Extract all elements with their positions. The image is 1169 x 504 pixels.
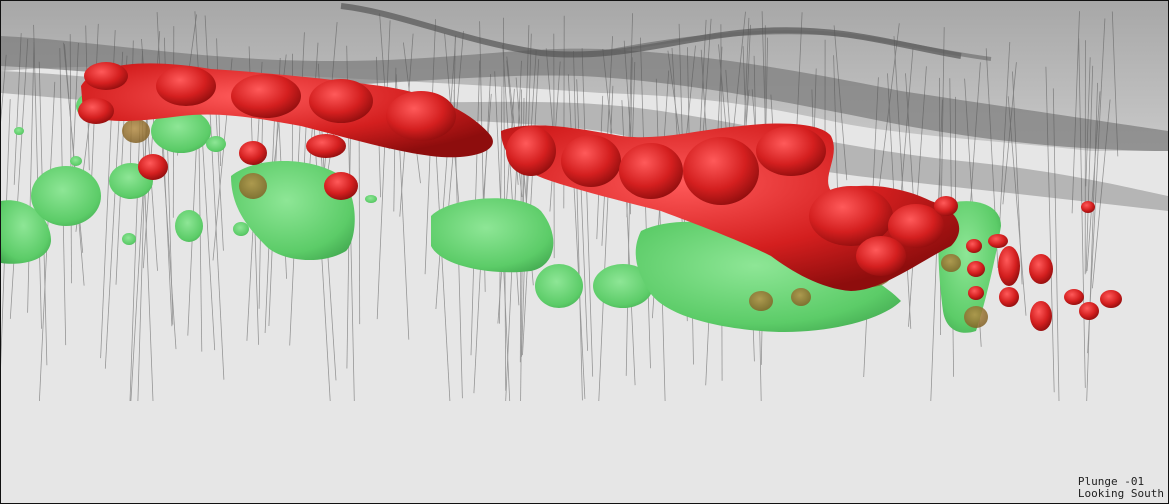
ridge-line-2 [600,30,992,61]
red-body [999,287,1019,307]
red-body [561,135,621,187]
green-body [70,156,82,166]
plunge-label: Plunge -01 [1077,475,1145,488]
drillhole-trace [1086,91,1101,272]
red-body [1100,290,1122,308]
green-body [122,233,136,245]
red-body [309,79,373,123]
drillhole-trace [1007,96,1027,316]
red-body [1081,201,1095,213]
drillhole-trace [833,25,848,181]
green-body [635,221,901,332]
red-body [856,236,906,276]
green-body [365,195,377,203]
drillhole-trace [1087,18,1106,354]
red-body [239,141,267,165]
red-body [756,126,826,176]
red-body [324,172,358,200]
red-body [138,154,168,180]
drillhole-trace [1092,99,1111,289]
green-body [535,264,583,308]
overlap-body [941,254,961,272]
drillhole-trace [1012,71,1023,285]
drillhole-trace [13,33,22,185]
red-body [934,196,958,216]
red-body [1029,254,1053,284]
overlap-body [749,291,773,311]
red-ore-bodies [78,62,1122,331]
green-body [14,127,24,135]
drillhole-trace [901,48,914,191]
drillhole-trace [33,24,42,329]
overlap-body [239,173,267,199]
red-body [306,134,346,158]
drillhole-trace [1045,66,1055,393]
red-body [988,234,1008,248]
green-body [206,136,226,152]
drillhole-trace [732,11,746,137]
green-body [431,198,554,273]
drillhole-trace [1,54,7,123]
red-body [683,137,759,205]
red-body [78,98,114,124]
green-body [233,222,249,236]
red-body [966,239,982,253]
red-body [809,186,893,246]
overlap-body [964,306,988,328]
red-body [888,204,944,248]
drillhole-trace [521,33,532,357]
red-body [1064,289,1084,305]
drillhole-trace [893,36,912,329]
drillhole-trace [573,50,583,401]
drillhole-trace [999,41,1011,227]
drillhole-trace [581,48,594,377]
drillhole-trace [376,20,391,320]
drillhole-trace [1085,57,1091,187]
drillhole-trace [1085,65,1094,273]
green-body [31,166,101,226]
red-body [506,126,556,176]
drillhole-trace [1071,11,1080,214]
overlap-body [122,119,150,143]
red-body [1030,301,1052,331]
red-body [231,74,301,118]
red-body [619,143,683,199]
drillhole-trace [506,56,523,198]
drillhole-trace [27,41,35,313]
red-body [998,246,1020,286]
drillhole-trace [1111,11,1119,157]
green-body [1,200,51,264]
green-body [175,210,203,242]
red-body [386,91,456,141]
red-body [84,62,128,90]
red-body [967,261,985,277]
view-caption: Plunge -01 Looking South [1078,476,1164,500]
drillhole-trace [1086,82,1098,402]
green-body [593,264,653,308]
drillhole-trace [1078,38,1086,388]
drillhole-trace [435,35,457,310]
overlap-body [791,288,811,306]
drillhole-trace [625,57,633,376]
drillhole-trace [9,38,29,319]
red-body [968,286,984,300]
drillhole-trace [1052,88,1060,402]
green-body [151,109,211,153]
drillhole-trace [1002,62,1017,205]
looking-direction-label: Looking South [1077,487,1164,500]
drillhole-trace [576,79,588,351]
red-body [156,66,216,106]
red-body [1079,302,1099,320]
